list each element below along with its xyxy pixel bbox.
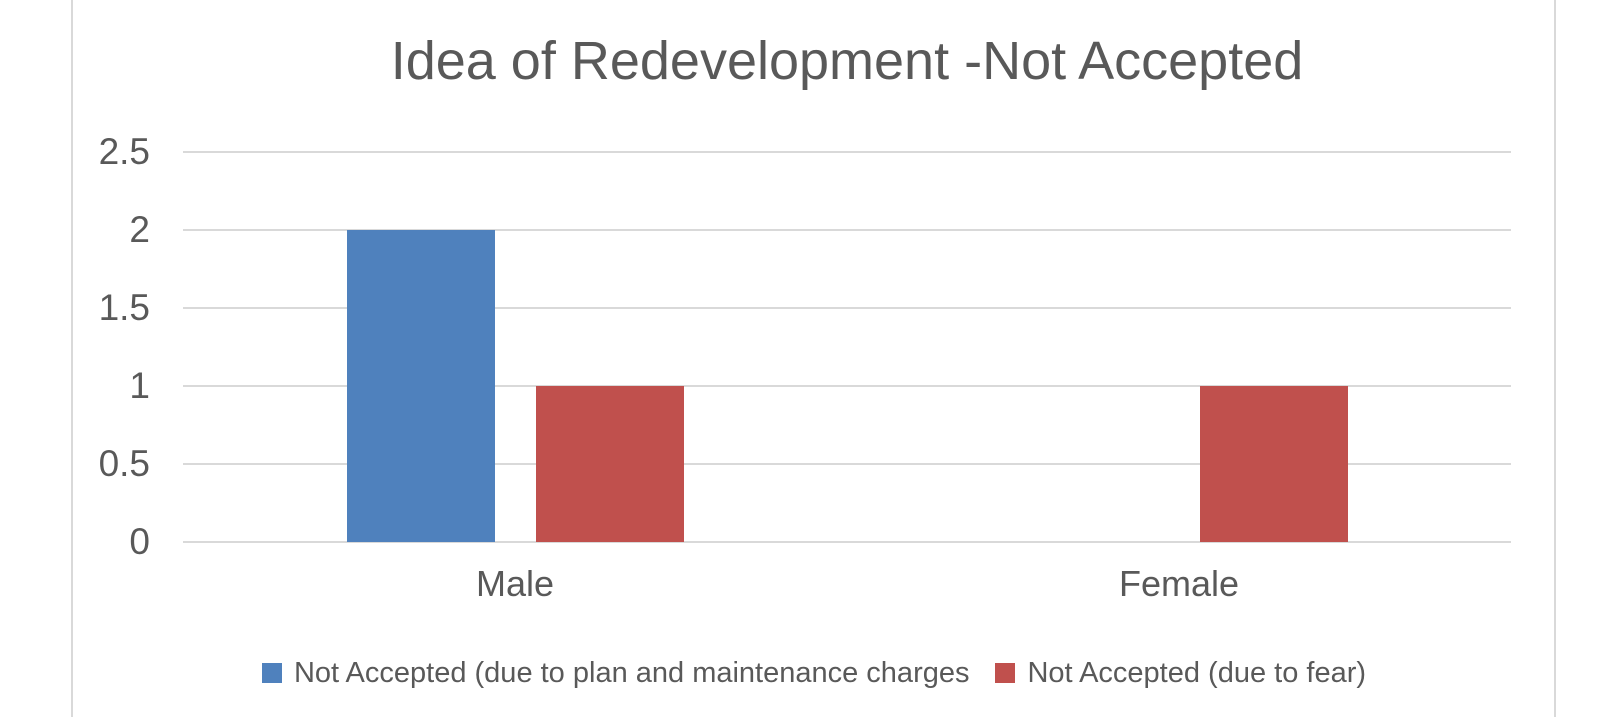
y-axis-tick-label: 0 — [129, 521, 150, 562]
gridline — [183, 385, 1511, 387]
gridline — [183, 229, 1511, 231]
chart-frame-left-border — [71, 0, 73, 717]
legend-label: Not Accepted (due to fear) — [1027, 656, 1367, 689]
gridline — [183, 151, 1511, 153]
gridline — [183, 463, 1511, 465]
legend: Not Accepted (due to plan and maintenanc… — [72, 650, 1556, 696]
legend-item: Not Accepted (due to fear) — [995, 656, 1366, 691]
x-axis-category-label: Female — [1118, 563, 1240, 604]
legend-swatch-series0 — [261, 662, 282, 683]
y-axis-tick-label: 2 — [129, 209, 150, 250]
x-axis-category-label: Male — [475, 563, 555, 604]
plot-area — [183, 151, 1511, 543]
bar-male-series0 — [346, 230, 495, 542]
bar-female-series1 — [1199, 386, 1348, 542]
legend-label: Not Accepted (due to plan and maintenanc… — [293, 656, 970, 689]
y-axis-tick-label: 2.5 — [98, 131, 150, 172]
gridline — [183, 307, 1511, 309]
y-axis-tick-label: 1.5 — [98, 287, 150, 328]
chart-title: Idea of Redevelopment -Not Accepted — [390, 31, 1304, 91]
gridline — [183, 541, 1511, 543]
bar-male-series1 — [535, 386, 684, 542]
y-axis-tick-label: 1 — [129, 365, 150, 406]
y-axis-tick-label: 0.5 — [98, 443, 150, 484]
chart-frame-right-border — [1554, 0, 1556, 717]
legend-item: Not Accepted (due to plan and maintenanc… — [261, 656, 970, 691]
legend-swatch-series1 — [995, 662, 1016, 683]
